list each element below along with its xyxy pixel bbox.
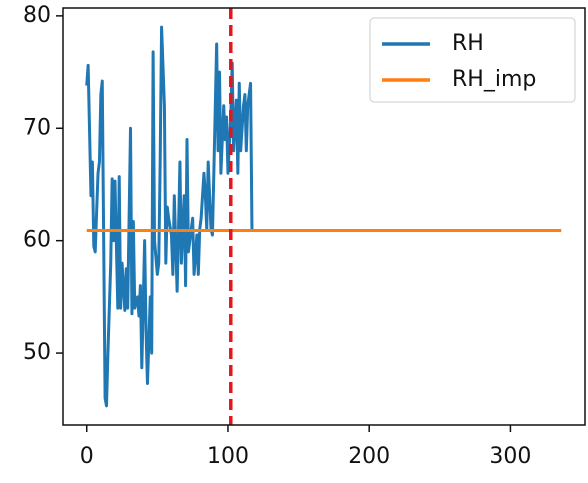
legend-label: RH_imp (452, 67, 536, 92)
x-tick-label: 0 (80, 444, 94, 469)
x-tick-label: 300 (489, 444, 531, 469)
legend-label: RH (452, 31, 484, 56)
y-tick-label: 70 (23, 115, 51, 140)
x-tick-label: 100 (207, 444, 249, 469)
y-tick-label: 50 (23, 340, 51, 365)
y-tick-label: 80 (23, 3, 51, 28)
x-tick-label: 200 (348, 444, 390, 469)
y-tick-label: 60 (23, 228, 51, 253)
plot-frame (62, 7, 586, 426)
series-line (85, 25, 254, 408)
